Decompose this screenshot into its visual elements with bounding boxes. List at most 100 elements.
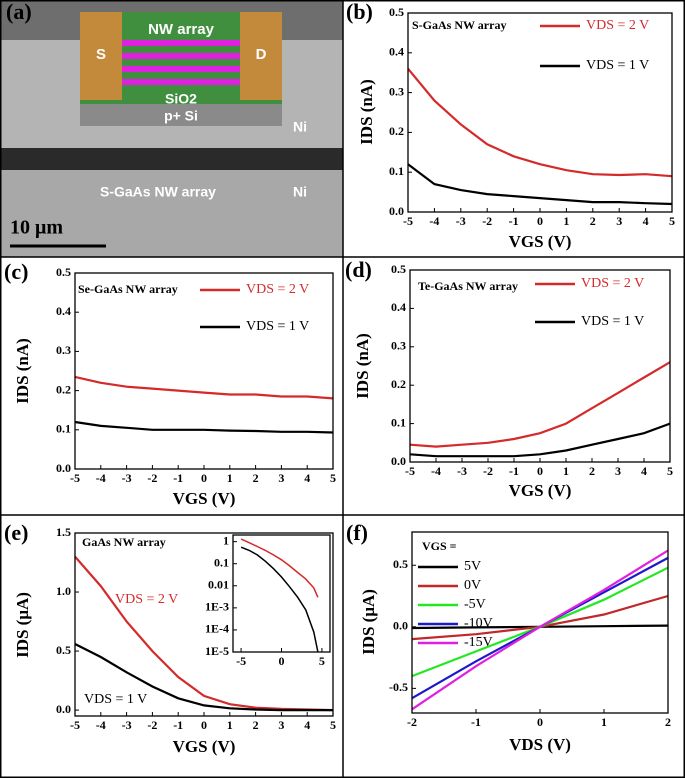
x-tick-label: 2 (589, 464, 595, 478)
x-tick-label: -3 (456, 214, 466, 228)
y-axis-label: IDS (μA) (359, 589, 378, 655)
y-tick-label: 0.0 (393, 619, 408, 633)
x-tick-label: -1 (173, 471, 183, 485)
x-tick-label: 0 (537, 715, 543, 729)
y-tick-label: 0.1 (389, 164, 404, 178)
x-tick-label: -3 (457, 464, 467, 478)
x-tick-label: 2 (590, 214, 596, 228)
x-tick-label: 0 (201, 471, 207, 485)
y-tick-label: 0.01 (208, 578, 229, 592)
oxide-label: SiO2 (165, 91, 197, 107)
plot-frame (409, 269, 671, 463)
chart-title: GaAs NW array (82, 535, 166, 549)
plot-frame (74, 532, 334, 717)
y-tick-label: 0.3 (389, 84, 404, 98)
panel-label: (c) (4, 259, 28, 284)
y-tick-label: 0.0 (56, 702, 71, 716)
data-line (411, 594, 669, 641)
y-tick-label: 0.4 (56, 304, 71, 318)
legend-label: -10V (464, 616, 493, 631)
x-tick-label: 5 (667, 464, 673, 478)
x-tick-label: -4 (429, 214, 439, 228)
drain-pad (240, 12, 282, 100)
x-tick-label: 0 (537, 214, 543, 228)
legend-label: VDS = 2 V (581, 276, 644, 291)
y-tick-label: 0.3 (391, 339, 406, 353)
y-tick-label: 0.1 (214, 555, 229, 569)
x-axis-label: VGS (V) (173, 489, 236, 508)
legend-label: 5V (464, 559, 481, 574)
legend-label: -15V (464, 635, 493, 650)
chart: -5 -4 -3 -2 -1 0 1 2 3 4 5 0.0 0.5 1.0 1.5 VDS = 2 V VDS… (4, 520, 336, 756)
x-tick-label: 2 (665, 715, 671, 729)
x-tick-label: 3 (278, 718, 284, 732)
x-tick-label: -1 (173, 718, 183, 732)
scale-bar-label: 10 μm (10, 217, 63, 239)
panel-label: (f) (346, 520, 368, 545)
legend-label: VDS = 1 V (246, 319, 309, 334)
legend-label: VDS = 1 V (586, 58, 649, 73)
channel-label: NW array (148, 21, 215, 38)
legend-label: VDS = 1 V (84, 692, 147, 707)
substrate-label: p+ Si (164, 108, 198, 124)
y-tick-label: 1.0 (56, 584, 71, 598)
x-tick-label: 1 (227, 471, 233, 485)
chart: -5 -4 -3 -2 -1 0 1 2 3 4 5 0.0 0.1 0.2 0.3 0.4 0.5 VDS = … (345, 257, 673, 500)
x-tick-label: 3 (278, 471, 284, 485)
data-line (240, 546, 319, 653)
legend-label: VDS = 2 V (115, 592, 178, 607)
y-tick-label: 0.2 (389, 124, 404, 138)
x-tick-label: -2 (482, 214, 492, 228)
x-tick-label: 5 (319, 654, 325, 668)
y-tick-label: 0.5 (389, 5, 404, 19)
data-line (411, 566, 669, 678)
y-tick-label: 0.2 (391, 377, 406, 391)
x-tick-label: 0 (279, 654, 285, 668)
data-line (407, 163, 673, 206)
x-tick-label: -1 (471, 715, 481, 729)
legend-label: VDS = 1 V (581, 314, 644, 329)
panel-label: (d) (345, 257, 372, 282)
x-tick-label: 1 (563, 214, 569, 228)
x-tick-label: -5 (403, 214, 413, 228)
y-tick-label: 0.1 (56, 422, 71, 436)
y-tick-label: 0.2 (56, 382, 71, 396)
ni-stripe (0, 170, 343, 257)
x-axis-label: VGS (V) (173, 737, 236, 756)
data-line (74, 420, 334, 434)
x-tick-label: 0 (201, 718, 207, 732)
x-tick-label: 4 (641, 464, 647, 478)
chart: -5 -4 -3 -2 -1 0 1 2 3 4 5 0.0 0.1 0.2 0.3 0.4 0.5 VDS = … (4, 259, 336, 508)
x-tick-label: 5 (330, 471, 336, 485)
plot-frame (411, 531, 669, 714)
y-tick-label: 0.5 (56, 643, 71, 657)
nanowire (122, 40, 242, 46)
legend-title: VGS = (422, 539, 457, 553)
x-tick-label: 3 (615, 464, 621, 478)
x-tick-label: 1 (563, 464, 569, 478)
y-tick-label: 1E-4 (205, 622, 229, 636)
x-tick-label: -4 (96, 718, 106, 732)
x-tick-label: -2 (407, 715, 417, 729)
x-tick-label: 1 (601, 715, 607, 729)
chart: -5 -4 -3 -2 -1 0 1 2 3 4 5 0.0 0.1 0.2 0.3 0.4 0.5 VDS = … (346, 0, 675, 251)
x-tick-label: 5 (330, 718, 336, 732)
data-line (74, 555, 334, 712)
legend-label: VDS = 2 V (586, 18, 649, 33)
y-tick-label: 0.5 (393, 557, 408, 571)
x-tick-label: 0 (537, 464, 543, 478)
x-tick-label: -4 (431, 464, 441, 478)
y-tick-label: 0.4 (391, 300, 406, 314)
y-tick-label: 0.0 (389, 204, 404, 218)
nanowire (122, 53, 242, 59)
array-label: S-GaAs NW array (100, 184, 216, 200)
x-tick-label: -4 (96, 471, 106, 485)
x-axis-label: VGS (V) (509, 232, 572, 251)
plot-frame (407, 12, 673, 213)
y-tick-label: 1.5 (56, 525, 71, 539)
legend-label: 0V (464, 578, 481, 593)
y-tick-label: 1E-3 (205, 600, 229, 614)
plot-frame (232, 534, 331, 653)
